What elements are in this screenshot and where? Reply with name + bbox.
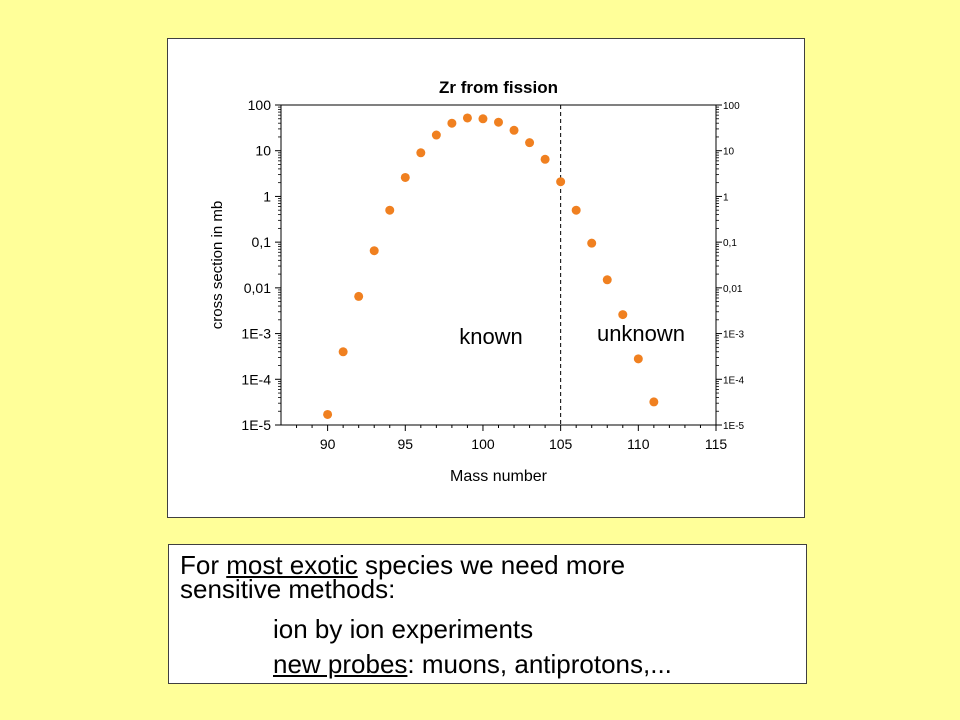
text-line-1: For most exotic species we need more <box>180 551 625 579</box>
y-tick-label-left: 1E-5 <box>241 417 271 433</box>
annotation-known: known <box>459 324 523 349</box>
data-point <box>369 246 379 256</box>
chart-panel: Zr from fission 90 95 100 105 110 115 Mass numb… <box>167 38 805 518</box>
data-point <box>494 117 503 127</box>
data-point <box>416 148 426 158</box>
data-point <box>400 172 410 182</box>
text-underlined-most-exotic: most exotic <box>226 550 358 580</box>
x-axis-label: Mass number <box>450 468 548 485</box>
text-underlined-new-probes: new probes <box>273 649 408 679</box>
data-point <box>478 114 488 124</box>
x-tick-label: 95 <box>397 436 413 452</box>
y-tick-label-left: 100 <box>248 97 272 113</box>
data-point <box>431 130 441 140</box>
data-point <box>571 205 581 215</box>
y-tick-label-left: 0,1 <box>252 234 272 250</box>
data-point <box>385 205 395 215</box>
y-axis-label: cross section in mb <box>209 201 226 329</box>
y-tick-label-right: 1E-3 <box>723 330 745 341</box>
annotation-unknown: unknown <box>597 321 685 346</box>
x-tick-label: 100 <box>471 436 495 452</box>
y-tick-label-right: 0,1 <box>723 238 737 249</box>
y-tick-label-left: 1E-4 <box>241 371 271 387</box>
data-point <box>602 275 612 285</box>
data-point <box>633 354 643 364</box>
x-tick-label: 115 <box>705 436 728 452</box>
x-tick-label: 90 <box>320 436 336 452</box>
data-point <box>509 125 519 135</box>
y-tick-label-right: 1 <box>723 192 729 203</box>
data-point <box>338 347 348 357</box>
y-tick-label-right: 10 <box>723 147 735 158</box>
y-tick-label-right: 1E-4 <box>723 375 745 386</box>
data-point <box>556 177 566 187</box>
text-line-3: ion by ion experiments <box>273 614 534 644</box>
text-line-4-suffix: : muons, antiprotons,... <box>407 649 672 679</box>
text-line-2: sensitive methods: <box>180 574 396 604</box>
data-point <box>525 138 535 148</box>
data-point <box>587 238 597 248</box>
y-tick-label-right: 100 <box>723 101 740 112</box>
text-line-1-prefix: For <box>180 550 227 580</box>
plot-frame <box>280 104 717 426</box>
data-point <box>462 113 472 123</box>
chart-title: Zr from fission <box>439 78 558 97</box>
y-tick-label-left: 10 <box>255 143 271 159</box>
y-tick-label-left: 0,01 <box>244 280 271 296</box>
data-point <box>649 397 659 407</box>
data-point <box>354 291 364 301</box>
text-box: For most exotic species we need more sen… <box>168 544 807 684</box>
y-tick-label-right: 0,01 <box>723 284 743 295</box>
text-line-4: new probes: muons, antiprotons,... <box>273 650 672 678</box>
x-tick-label: 110 <box>627 436 650 452</box>
data-point <box>323 409 333 419</box>
y-tick-label-left: 1 <box>263 188 271 204</box>
data-point <box>540 154 550 164</box>
text-line-1-suffix: species we need more <box>357 550 626 580</box>
data-point <box>618 310 628 320</box>
data-point <box>447 118 457 128</box>
y-tick-label-left: 1E-3 <box>241 326 271 342</box>
y-tick-label-right: 1E-5 <box>723 421 745 432</box>
x-tick-label: 105 <box>549 436 573 452</box>
